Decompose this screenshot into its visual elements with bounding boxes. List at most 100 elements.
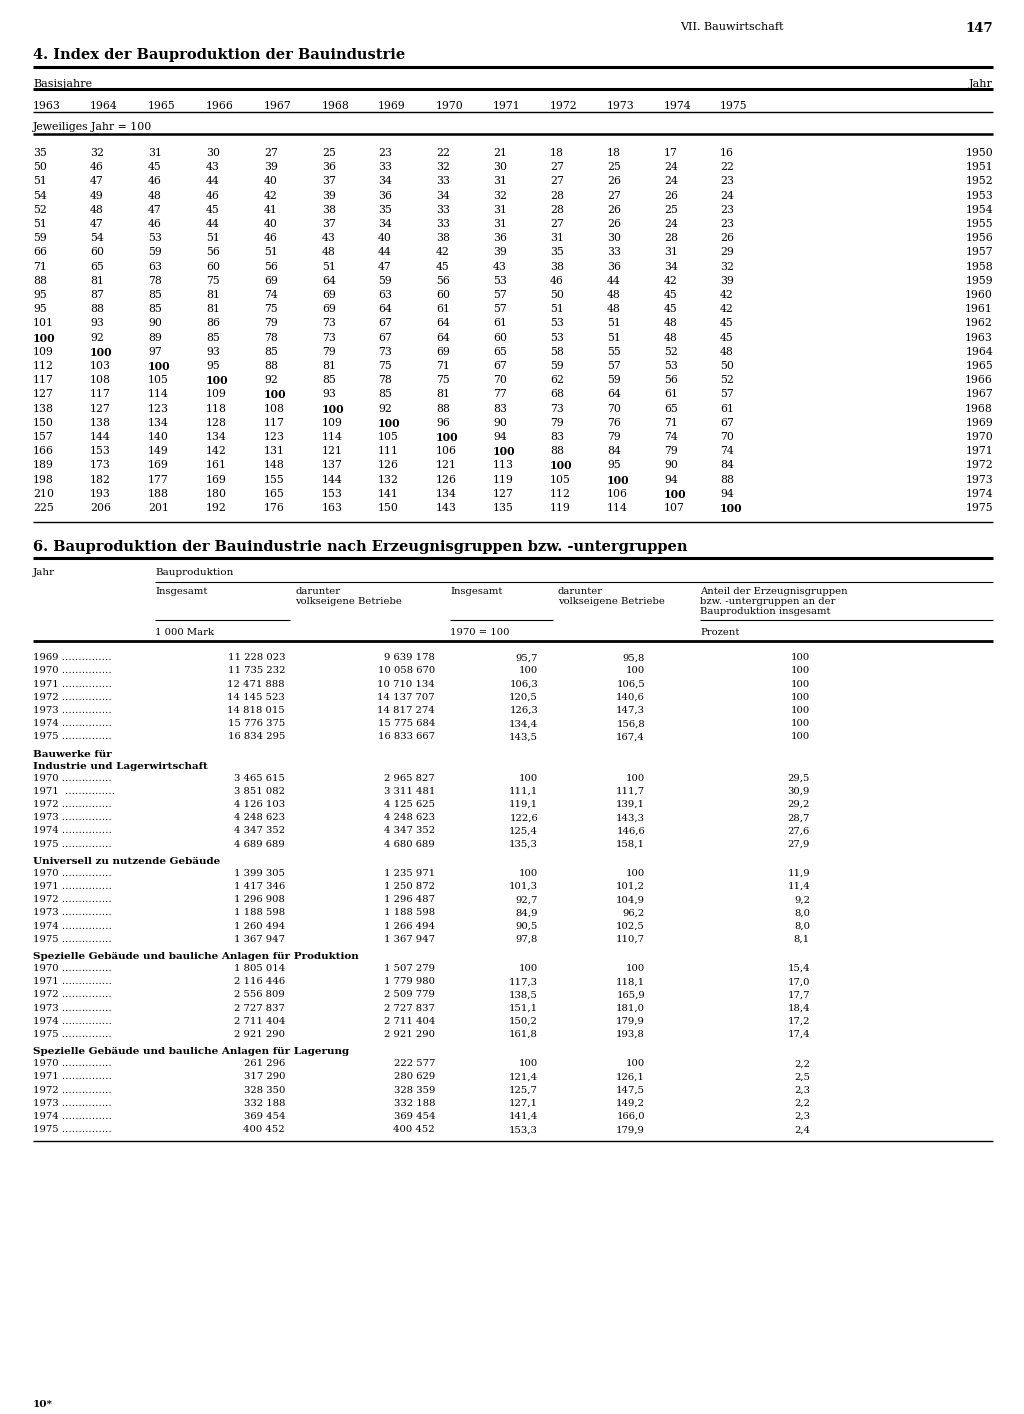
Text: 1969 ……………: 1969 ……………	[33, 653, 112, 662]
Text: 1970 ……………: 1970 ……………	[33, 964, 112, 973]
Text: 15 776 375: 15 776 375	[227, 720, 285, 728]
Text: 85: 85	[148, 304, 162, 314]
Text: 97,8: 97,8	[516, 935, 538, 943]
Text: 134: 134	[148, 417, 169, 428]
Text: 40: 40	[264, 219, 278, 229]
Text: 122,6: 122,6	[509, 813, 538, 822]
Text: 38: 38	[322, 205, 336, 215]
Text: 144: 144	[322, 475, 343, 485]
Text: 2,2: 2,2	[794, 1059, 810, 1068]
Text: 135: 135	[493, 503, 514, 513]
Text: 137: 137	[322, 461, 343, 471]
Text: 61: 61	[720, 403, 734, 414]
Text: 41: 41	[264, 205, 278, 215]
Text: 45: 45	[148, 163, 162, 173]
Text: 111: 111	[378, 447, 399, 457]
Text: 56: 56	[264, 262, 278, 271]
Text: 17,4: 17,4	[787, 1029, 810, 1039]
Text: 39: 39	[264, 163, 278, 173]
Text: 45: 45	[436, 262, 450, 271]
Text: 57: 57	[607, 361, 621, 370]
Text: 33: 33	[607, 247, 621, 257]
Text: 161,8: 161,8	[509, 1029, 538, 1039]
Text: 127: 127	[90, 403, 111, 414]
Text: 42: 42	[264, 191, 278, 201]
Text: 151,1: 151,1	[509, 1004, 538, 1012]
Text: Universell zu nutzende Gebäude: Universell zu nutzende Gebäude	[33, 857, 220, 865]
Text: 1975: 1975	[966, 503, 993, 513]
Text: 46: 46	[206, 191, 220, 201]
Text: 1972 ……………: 1972 ……………	[33, 693, 112, 701]
Text: 67: 67	[493, 361, 507, 370]
Text: 90: 90	[148, 318, 162, 328]
Text: 1974 ……………: 1974 ……………	[33, 922, 112, 930]
Text: 14 818 015: 14 818 015	[227, 706, 285, 715]
Text: 69: 69	[264, 276, 278, 286]
Text: 45: 45	[720, 332, 734, 342]
Text: 26: 26	[607, 177, 621, 187]
Text: 113: 113	[493, 461, 514, 471]
Text: 93: 93	[90, 318, 103, 328]
Text: 44: 44	[378, 247, 392, 257]
Text: 1958: 1958	[966, 262, 993, 271]
Text: 75: 75	[378, 361, 392, 370]
Text: 4 126 103: 4 126 103	[233, 800, 285, 809]
Text: 100: 100	[519, 773, 538, 782]
Text: 165: 165	[264, 489, 285, 499]
Text: 150: 150	[33, 417, 54, 428]
Text: 31: 31	[493, 177, 507, 187]
Text: 30: 30	[493, 163, 507, 173]
Text: 108: 108	[264, 403, 285, 414]
Text: 103: 103	[90, 361, 111, 370]
Text: 179,9: 179,9	[616, 1126, 645, 1134]
Text: 100: 100	[519, 868, 538, 878]
Text: 10 058 670: 10 058 670	[378, 666, 435, 676]
Text: 32: 32	[436, 163, 450, 173]
Text: 1970 ……………: 1970 ……………	[33, 1059, 112, 1068]
Text: 101,3: 101,3	[509, 882, 538, 891]
Text: 78: 78	[148, 276, 162, 286]
Text: 210: 210	[33, 489, 54, 499]
Text: 42: 42	[664, 276, 678, 286]
Text: 95: 95	[607, 461, 621, 471]
Text: 45: 45	[664, 290, 678, 300]
Text: 166,0: 166,0	[616, 1111, 645, 1121]
Text: 1975: 1975	[720, 100, 748, 112]
Text: 79: 79	[550, 417, 564, 428]
Text: 125,7: 125,7	[509, 1086, 538, 1094]
Text: 109: 109	[33, 346, 54, 356]
Text: 9 639 178: 9 639 178	[384, 653, 435, 662]
Text: 100: 100	[720, 503, 742, 515]
Text: 147,5: 147,5	[616, 1086, 645, 1094]
Text: 35: 35	[33, 148, 47, 158]
Text: 31: 31	[550, 233, 564, 243]
Text: 1966: 1966	[206, 100, 233, 112]
Text: 143,3: 143,3	[616, 813, 645, 822]
Text: 53: 53	[664, 361, 678, 370]
Text: 106: 106	[607, 489, 628, 499]
Text: 109: 109	[206, 389, 227, 399]
Text: 161: 161	[206, 461, 227, 471]
Text: 100: 100	[33, 332, 55, 344]
Text: 106,3: 106,3	[509, 680, 538, 689]
Text: 46: 46	[148, 177, 162, 187]
Text: 37: 37	[322, 219, 336, 229]
Text: 87: 87	[90, 290, 103, 300]
Text: 64: 64	[607, 389, 621, 399]
Text: 74: 74	[664, 433, 678, 443]
Text: 83: 83	[493, 403, 507, 414]
Text: 193,8: 193,8	[616, 1029, 645, 1039]
Text: 56: 56	[206, 247, 220, 257]
Text: 33: 33	[436, 177, 450, 187]
Text: 53: 53	[550, 318, 564, 328]
Text: 84: 84	[607, 447, 621, 457]
Text: 140,6: 140,6	[616, 693, 645, 701]
Text: 88: 88	[264, 361, 278, 370]
Text: 23: 23	[720, 177, 734, 187]
Text: 138,5: 138,5	[509, 990, 538, 1000]
Text: 100: 100	[378, 417, 400, 428]
Text: 27: 27	[607, 191, 621, 201]
Text: 38: 38	[550, 262, 564, 271]
Text: 60: 60	[493, 332, 507, 342]
Text: 1971: 1971	[493, 100, 521, 112]
